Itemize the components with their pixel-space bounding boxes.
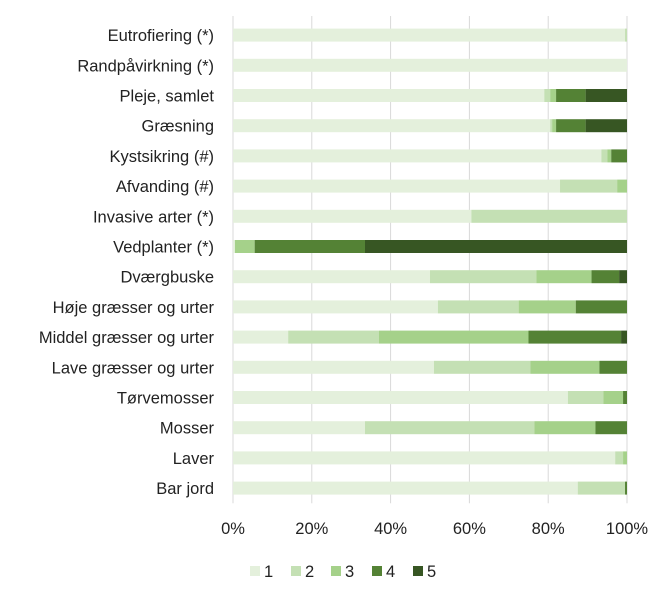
bar-segment <box>607 149 612 163</box>
legend-label: 4 <box>386 563 395 581</box>
bar-segment <box>560 179 618 193</box>
legend-label: 1 <box>264 563 273 581</box>
category-label: Tørvemosser <box>117 390 215 408</box>
category-labels: Eutrofiering (*) Randpåvirkning (*) Pleje,… <box>39 27 215 498</box>
legend-label: 3 <box>345 563 354 581</box>
bar-segment <box>233 270 430 284</box>
bar-segment <box>530 360 600 374</box>
bar-segment <box>364 421 535 435</box>
bar-segment <box>433 360 531 374</box>
bar-segment <box>233 330 289 344</box>
bar-segment <box>595 421 627 435</box>
category-label: Afvanding (#) <box>116 178 214 196</box>
legend-swatch <box>413 566 423 576</box>
bar-segment <box>550 89 557 102</box>
category-label: Invasive arter (*) <box>93 208 214 226</box>
bar-segment <box>233 421 365 435</box>
bar-segment <box>544 89 551 102</box>
bar-segment <box>233 58 627 72</box>
legend-swatch <box>331 566 341 576</box>
bar-segment <box>599 360 627 374</box>
x-tick-label: 100% <box>606 520 649 538</box>
bar-segment <box>254 240 365 253</box>
legend-label: 2 <box>305 563 314 581</box>
bar-segment <box>556 119 586 133</box>
legend-swatch <box>291 566 301 576</box>
bar-segment <box>601 149 608 163</box>
bars <box>233 28 627 495</box>
bar-segment <box>619 270 627 284</box>
category-label: Pleje, samlet <box>120 88 215 106</box>
bar-segment <box>430 270 537 284</box>
bar-segment <box>575 300 627 314</box>
bar-segment <box>577 481 626 495</box>
bar-segment <box>534 421 596 435</box>
bar-segment <box>437 300 519 314</box>
bar-segment <box>233 149 602 163</box>
category-label: Mosser <box>160 420 215 438</box>
x-tick-label: 20% <box>295 520 328 538</box>
bar-segment <box>552 119 557 133</box>
bar-segment <box>625 481 627 495</box>
bar-segment <box>233 119 551 133</box>
category-label: Kystsikring (#) <box>109 148 214 166</box>
bar-segment <box>233 300 438 314</box>
legend-swatch <box>372 566 382 576</box>
legend-swatch <box>250 566 260 576</box>
x-tick-label: 0% <box>221 520 245 538</box>
category-label: Vedplanter (*) <box>113 239 214 257</box>
bar-segment <box>233 451 616 465</box>
category-label: Bar jord <box>156 480 214 498</box>
legend: 1 2 3 4 5 <box>250 563 436 581</box>
bar-segment <box>617 179 627 193</box>
bar-segment <box>233 391 568 404</box>
bar-segment <box>528 330 622 344</box>
category-label: Høje græsser og urter <box>53 299 215 317</box>
category-label: Randpåvirkning (*) <box>77 57 214 75</box>
category-label: Eutrofiering (*) <box>108 27 214 45</box>
category-label: Dværgbuske <box>120 269 214 287</box>
bar-segment <box>471 209 627 223</box>
bar-segment <box>603 391 624 404</box>
x-tick-label: 80% <box>532 520 565 538</box>
bar-segment <box>233 360 434 374</box>
bar-segment <box>623 451 627 465</box>
x-tick-labels: 0% 20% 40% 60% 80% 100% <box>221 520 648 538</box>
bar-segment <box>233 481 578 495</box>
category-label: Græsning <box>142 118 214 136</box>
bar-segment <box>233 89 545 102</box>
bar-segment <box>591 270 620 284</box>
bar-segment <box>621 330 627 344</box>
x-tick-label: 40% <box>374 520 407 538</box>
bar-segment <box>233 179 561 193</box>
bar-segment <box>518 300 576 314</box>
bar-segment <box>615 451 624 465</box>
bar-segment <box>585 119 627 133</box>
bar-segment <box>234 240 255 253</box>
bar-segment <box>585 89 627 102</box>
bar-segment <box>623 391 627 404</box>
bar-segment <box>556 89 586 102</box>
x-tick-label: 60% <box>453 520 486 538</box>
bar-segment <box>364 240 627 253</box>
bar-segment <box>233 209 472 223</box>
bar-segment <box>611 149 627 163</box>
bar-segment <box>233 240 235 253</box>
category-label: Laver <box>173 450 215 468</box>
category-label: Lave græsser og urter <box>52 359 215 377</box>
bar-segment <box>567 391 604 404</box>
legend-label: 5 <box>427 563 436 581</box>
bar-segment <box>233 28 626 42</box>
bar-segment <box>550 119 553 133</box>
bar-segment <box>536 270 592 284</box>
bar-segment <box>378 330 529 344</box>
category-label: Middel græsser og urter <box>39 329 215 347</box>
bar-segment <box>625 28 627 42</box>
bar-segment <box>288 330 379 344</box>
